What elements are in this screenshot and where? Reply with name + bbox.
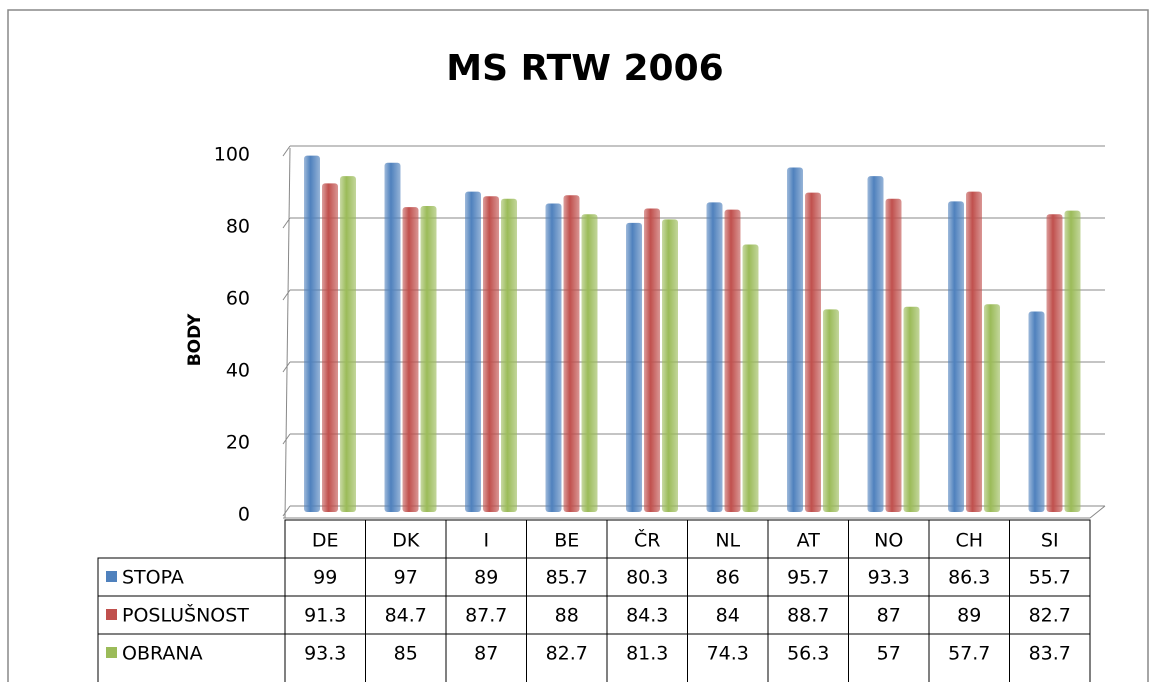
bar	[402, 207, 419, 512]
table-value: 80.3	[626, 567, 668, 589]
bar	[662, 219, 678, 512]
bar	[724, 209, 741, 512]
bar	[805, 192, 821, 512]
table-value: 86.3	[948, 567, 990, 589]
legend-label: STOPA	[122, 567, 184, 589]
bar	[626, 222, 642, 513]
grid-line-side	[282, 505, 291, 517]
bar	[483, 196, 499, 512]
table-value: 95.7	[787, 567, 829, 589]
table-value: 87.7	[465, 605, 507, 627]
legend-key	[106, 609, 117, 620]
table-value: 85	[394, 643, 418, 665]
table-value: 82.7	[1029, 605, 1071, 627]
table-value: 87	[474, 643, 498, 665]
table-value: 57	[877, 643, 901, 665]
y-tick-label: 80	[226, 216, 250, 238]
grid-line-side	[282, 217, 291, 229]
bar	[966, 191, 982, 512]
table-value: 84.3	[626, 605, 668, 627]
legend-label: OBRANA	[122, 643, 203, 665]
bar	[563, 195, 580, 512]
chart-title: MS RTW 2006	[446, 48, 723, 89]
table-value: 93.3	[304, 643, 346, 665]
grid-line-side	[282, 361, 291, 373]
bar	[706, 202, 723, 512]
table-value: 82.7	[546, 643, 588, 665]
table-value: 91.3	[304, 605, 346, 627]
bar	[304, 155, 320, 512]
bar	[501, 198, 517, 513]
y-tick-label: 20	[226, 432, 250, 454]
table-value: 55.7	[1029, 567, 1071, 589]
bar	[742, 244, 759, 512]
x-tick-label: DK	[392, 530, 420, 552]
bar	[867, 176, 884, 512]
bar	[1046, 214, 1063, 512]
grid-line-side	[282, 289, 291, 301]
table-value: 87	[877, 605, 901, 627]
x-tick-label: CH	[955, 530, 983, 552]
table-value: 89	[474, 567, 498, 589]
x-tick-label: DE	[312, 530, 339, 552]
table-value: 74.3	[707, 643, 749, 665]
bar	[1028, 311, 1045, 512]
x-tick-label: NO	[874, 530, 903, 552]
x-tick-label: NL	[715, 530, 740, 552]
y-tick-label: 100	[214, 144, 250, 166]
x-tick-label: AT	[797, 530, 821, 552]
bar	[903, 306, 920, 512]
table-value: 88.7	[787, 605, 829, 627]
table-value: 81.3	[626, 643, 668, 665]
bar	[823, 309, 839, 512]
table-value: 84	[716, 605, 740, 627]
x-tick-label: BE	[554, 530, 579, 552]
bar	[1064, 210, 1081, 512]
bar	[984, 304, 1000, 512]
legend-key	[106, 571, 117, 582]
table-value: 97	[394, 567, 418, 589]
legend-key	[106, 647, 117, 658]
y-tick-label: 0	[238, 504, 250, 526]
bar	[420, 206, 437, 512]
grid-line-side	[282, 145, 291, 157]
y-axis-label: BODY	[185, 313, 205, 366]
bar	[948, 201, 964, 512]
table-value: 56.3	[787, 643, 829, 665]
table-value: 99	[313, 567, 337, 589]
y-tick-label: 60	[226, 288, 250, 310]
table-value: 85.7	[546, 567, 588, 589]
floor-side	[1089, 505, 1106, 519]
x-tick-label: I	[483, 530, 489, 552]
table-value: 57.7	[948, 643, 990, 665]
x-tick-label: SI	[1041, 530, 1059, 552]
table-value: 84.7	[385, 605, 427, 627]
table-value: 86	[716, 567, 740, 589]
y-axis-wall	[284, 147, 291, 519]
bar	[545, 203, 562, 513]
bar	[384, 162, 401, 513]
bar	[787, 167, 803, 513]
bar	[581, 214, 598, 512]
grid-line-side	[282, 433, 291, 445]
bar	[885, 198, 902, 513]
legend-label: POSLUŠNOST	[122, 603, 249, 627]
bar	[465, 191, 481, 512]
bar	[340, 176, 356, 512]
table-value: 89	[957, 605, 981, 627]
y-tick-label: 40	[226, 360, 250, 382]
x-tick-label: ČR	[634, 528, 660, 552]
bar	[644, 208, 660, 512]
bar	[322, 183, 338, 512]
table-value: 93.3	[868, 567, 910, 589]
table-value: 88	[555, 605, 579, 627]
table-value: 83.7	[1029, 643, 1071, 665]
